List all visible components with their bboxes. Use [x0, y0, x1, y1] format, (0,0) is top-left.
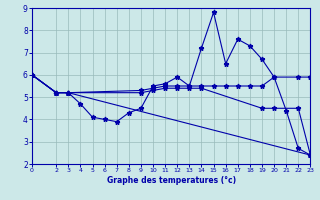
X-axis label: Graphe des temperatures (°c): Graphe des temperatures (°c): [107, 176, 236, 185]
